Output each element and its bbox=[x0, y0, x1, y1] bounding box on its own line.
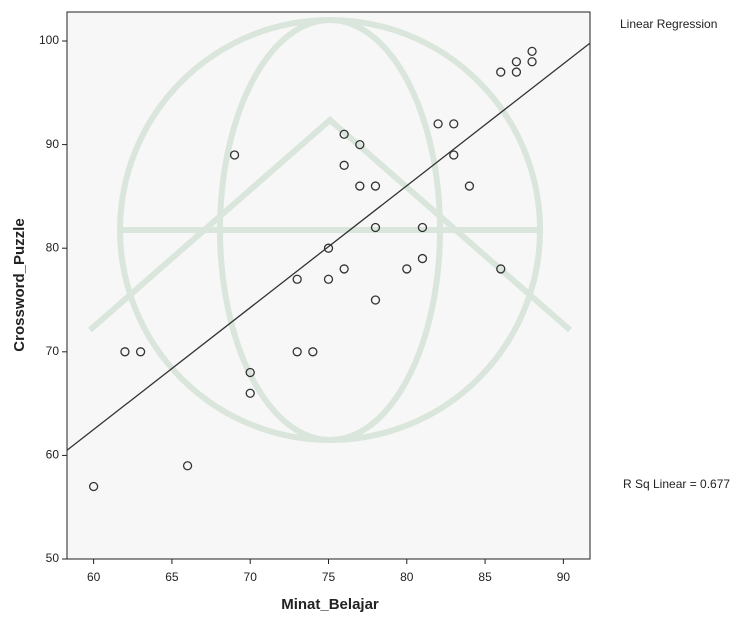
y-tick-label: 60 bbox=[46, 448, 60, 462]
y-tick-label: 80 bbox=[46, 240, 60, 254]
x-tick-label: 75 bbox=[322, 570, 336, 584]
y-tick-label: 100 bbox=[39, 33, 59, 47]
x-tick-label: 85 bbox=[478, 570, 492, 584]
y-axis-title: Crossword_Puzzle bbox=[11, 218, 28, 351]
page: {"chart_data": {"type": "scatter", "x_la… bbox=[0, 0, 756, 619]
plot-area bbox=[67, 12, 590, 559]
legend-title: Linear Regression bbox=[620, 17, 717, 31]
annotation: R Sq Linear = 0.677 bbox=[623, 477, 730, 491]
x-axis-title: Minat_Belajar bbox=[281, 596, 379, 613]
y-tick-label: 70 bbox=[46, 344, 60, 358]
x-tick-label: 65 bbox=[165, 570, 179, 584]
y-tick-label: 90 bbox=[46, 137, 60, 151]
x-tick-label: 60 bbox=[87, 570, 101, 584]
y-tick-label: 50 bbox=[46, 551, 60, 565]
x-tick-label: 80 bbox=[400, 570, 414, 584]
x-tick-label: 70 bbox=[244, 570, 258, 584]
x-tick-label: 90 bbox=[557, 570, 571, 584]
chart: Minat_Belajar Crossword_Puzzle Linear Re… bbox=[0, 0, 756, 619]
